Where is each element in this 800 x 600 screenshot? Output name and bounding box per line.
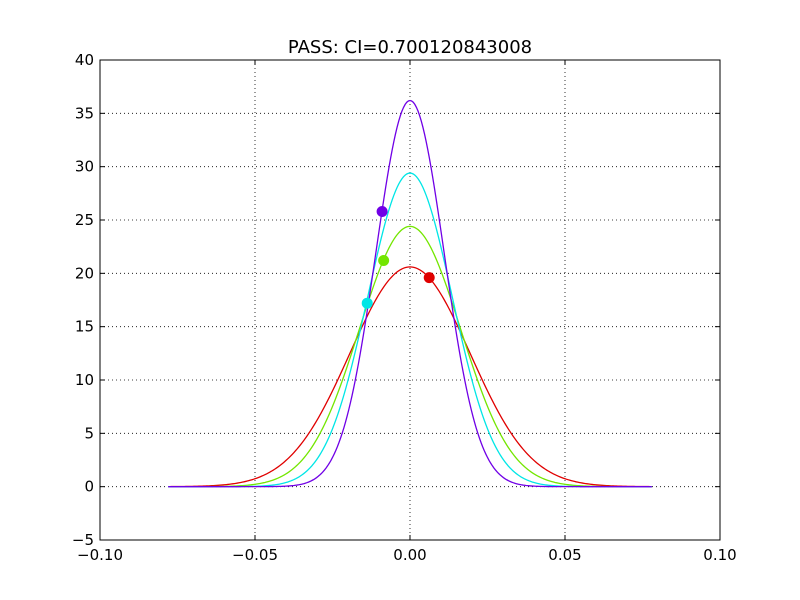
grid-layer — [99, 59, 721, 541]
chart-title: PASS: CI=0.700120843008 — [288, 37, 532, 58]
y-tick-label: 40 — [75, 51, 94, 69]
y-tick-label: 30 — [75, 158, 94, 176]
y-tick-label: 20 — [75, 264, 94, 282]
series-line — [168, 225, 652, 488]
series-line — [168, 99, 652, 488]
series-marker-point — [423, 272, 435, 284]
series-marker-point — [378, 255, 390, 267]
y-tick-label: 10 — [75, 371, 94, 389]
x-tick-label: 0.05 — [548, 546, 581, 564]
series-marker-point — [376, 205, 388, 217]
y-tick-label: 5 — [84, 424, 94, 442]
series-marker-point — [361, 297, 373, 309]
x-tick-label: −0.10 — [77, 546, 123, 564]
y-tick-label: 0 — [84, 478, 94, 496]
tick-layer — [99, 59, 721, 541]
x-tick-label: 0.00 — [393, 546, 426, 564]
y-tick-label: 25 — [75, 211, 94, 229]
x-tick-label: −0.05 — [232, 546, 278, 564]
y-tick-label: 15 — [75, 318, 94, 336]
marker-layer — [361, 205, 435, 309]
y-tick-labels: −5 0 5 10 15 20 25 30 35 40 — [72, 51, 94, 549]
series-line — [168, 266, 652, 488]
x-tick-labels: −0.10 −0.05 0.00 0.05 0.10 — [77, 546, 737, 564]
y-tick-label: 35 — [75, 104, 94, 122]
y-tick-label: −5 — [72, 531, 94, 549]
curve-layer — [168, 99, 652, 488]
x-tick-label: 0.10 — [703, 546, 736, 564]
